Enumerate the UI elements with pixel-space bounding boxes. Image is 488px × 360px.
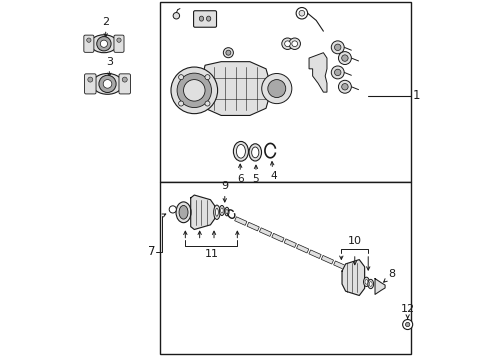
Text: 7: 7 — [147, 245, 155, 258]
Circle shape — [177, 73, 211, 108]
Circle shape — [288, 38, 300, 49]
Circle shape — [338, 51, 351, 64]
Text: 11: 11 — [204, 249, 218, 259]
Circle shape — [169, 206, 176, 213]
Ellipse shape — [236, 144, 245, 158]
Ellipse shape — [233, 141, 248, 161]
Circle shape — [291, 41, 297, 46]
Ellipse shape — [251, 147, 258, 158]
Circle shape — [334, 69, 340, 76]
Polygon shape — [160, 3, 410, 182]
Circle shape — [103, 80, 112, 88]
Circle shape — [261, 73, 291, 104]
Polygon shape — [296, 244, 308, 253]
Circle shape — [225, 50, 230, 55]
Circle shape — [86, 38, 91, 42]
Text: 10: 10 — [347, 236, 361, 246]
Ellipse shape — [92, 73, 122, 94]
Circle shape — [178, 75, 183, 80]
Circle shape — [204, 101, 209, 106]
Text: 1: 1 — [412, 89, 420, 102]
Circle shape — [330, 41, 344, 54]
Circle shape — [204, 75, 209, 80]
Ellipse shape — [368, 282, 371, 286]
Ellipse shape — [176, 202, 191, 223]
Polygon shape — [201, 62, 269, 116]
Circle shape — [122, 77, 127, 82]
FancyBboxPatch shape — [119, 74, 130, 94]
Text: 12: 12 — [400, 305, 414, 315]
Circle shape — [117, 38, 121, 42]
Circle shape — [405, 322, 409, 327]
Text: 9: 9 — [221, 181, 228, 192]
Ellipse shape — [220, 208, 223, 213]
Polygon shape — [333, 261, 345, 270]
Polygon shape — [234, 217, 246, 225]
FancyBboxPatch shape — [83, 35, 94, 52]
Ellipse shape — [90, 35, 117, 53]
Circle shape — [281, 38, 293, 49]
Text: 8: 8 — [387, 269, 394, 279]
Circle shape — [298, 10, 304, 16]
Text: 2: 2 — [102, 17, 109, 27]
FancyBboxPatch shape — [193, 11, 216, 27]
Circle shape — [178, 101, 183, 106]
Circle shape — [99, 75, 116, 93]
Circle shape — [330, 66, 344, 79]
Ellipse shape — [224, 207, 228, 216]
Circle shape — [100, 40, 107, 47]
Circle shape — [267, 80, 285, 98]
Polygon shape — [284, 239, 296, 247]
Ellipse shape — [206, 16, 210, 21]
Circle shape — [183, 80, 204, 101]
Polygon shape — [246, 222, 259, 231]
Ellipse shape — [364, 279, 367, 284]
Ellipse shape — [367, 279, 373, 289]
Polygon shape — [259, 228, 271, 237]
Circle shape — [88, 77, 93, 82]
FancyBboxPatch shape — [114, 35, 124, 52]
Polygon shape — [374, 279, 384, 294]
Circle shape — [284, 41, 290, 46]
Polygon shape — [271, 233, 284, 242]
Ellipse shape — [215, 208, 218, 216]
Circle shape — [341, 55, 347, 61]
Ellipse shape — [225, 210, 227, 214]
Polygon shape — [308, 53, 326, 92]
Circle shape — [402, 319, 412, 329]
Ellipse shape — [248, 144, 261, 161]
Polygon shape — [346, 266, 358, 275]
Polygon shape — [308, 250, 321, 258]
Ellipse shape — [199, 16, 203, 21]
Text: 4: 4 — [270, 171, 276, 181]
Ellipse shape — [219, 206, 224, 216]
Polygon shape — [160, 182, 410, 354]
Ellipse shape — [213, 205, 220, 220]
Text: 3: 3 — [105, 57, 113, 67]
Circle shape — [341, 84, 347, 90]
Circle shape — [97, 37, 111, 51]
Circle shape — [171, 67, 217, 114]
Circle shape — [334, 44, 340, 50]
Ellipse shape — [179, 206, 187, 219]
Ellipse shape — [363, 277, 368, 287]
Text: 5: 5 — [252, 174, 259, 184]
Circle shape — [173, 13, 179, 19]
Polygon shape — [321, 256, 333, 264]
Circle shape — [296, 8, 307, 19]
Polygon shape — [341, 260, 364, 296]
Text: 6: 6 — [236, 174, 243, 184]
Polygon shape — [190, 195, 214, 229]
Circle shape — [338, 80, 351, 93]
Circle shape — [223, 48, 233, 58]
FancyBboxPatch shape — [84, 74, 96, 94]
